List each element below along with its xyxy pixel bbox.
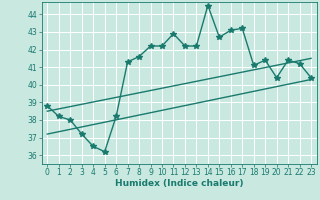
X-axis label: Humidex (Indice chaleur): Humidex (Indice chaleur) bbox=[115, 179, 244, 188]
